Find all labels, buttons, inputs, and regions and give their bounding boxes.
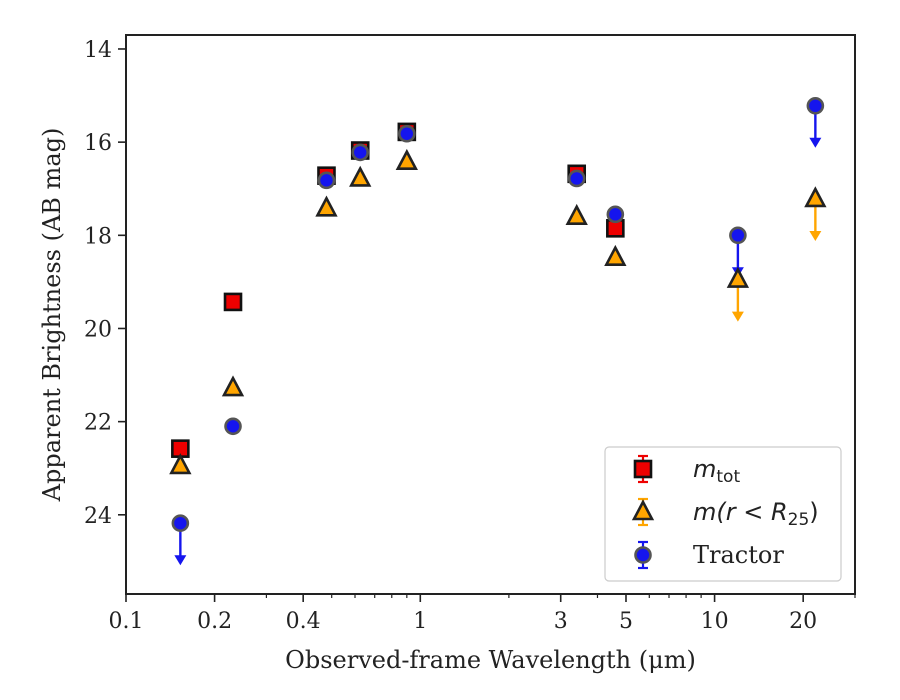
legend-label-close: )	[809, 498, 818, 526]
data-point	[565, 203, 588, 225]
y-tick-label: 14	[84, 38, 112, 63]
series-markers-0	[171, 122, 625, 458]
plot-frame	[125, 34, 856, 595]
series-markers-2	[171, 97, 825, 532]
chart-marks	[169, 97, 827, 566]
x-tick-label: 1	[413, 609, 427, 634]
legend-box	[604, 446, 842, 582]
legend-marker	[631, 499, 655, 521]
x-tick-label: 3	[554, 609, 568, 634]
limit-arrow-head	[809, 137, 822, 148]
x-tick-label: 5	[619, 609, 633, 634]
x-tick-label: 0.2	[197, 609, 232, 634]
data-point	[804, 186, 827, 208]
data-point	[729, 226, 747, 245]
data-point	[169, 453, 192, 475]
limit-arrow-head	[731, 311, 744, 322]
x-axis-label: Observed-frame Wavelength (μm)	[285, 646, 696, 674]
legend-label-subscript: 25	[788, 510, 810, 530]
y-tick-label: 22	[84, 411, 112, 436]
x-tick-label: 20	[789, 609, 817, 634]
y-tick-label: 16	[84, 131, 112, 156]
data-point	[224, 417, 242, 436]
data-point	[315, 195, 338, 217]
x-tick-label: 0.1	[109, 609, 144, 634]
x-tick-label: 0.4	[286, 609, 321, 634]
data-point	[606, 205, 625, 224]
data-point	[726, 266, 750, 288]
data-point	[604, 244, 627, 266]
series-1	[731, 198, 822, 322]
series-markers-1	[169, 148, 827, 475]
legend-marker	[634, 546, 652, 564]
data-point	[223, 292, 243, 312]
legend-entry: Tractor	[634, 540, 784, 570]
y-tick-label: 24	[84, 504, 112, 529]
data-point	[351, 143, 370, 162]
data-point	[221, 375, 245, 397]
data-point	[349, 165, 372, 187]
limit-arrow-head	[174, 555, 187, 566]
legend-label: Tractor	[693, 541, 784, 569]
data-point	[317, 171, 336, 190]
axis-ticks: 0.1 0.2 0.4 1 3 5 10 20 14 16 18 20 22 24	[84, 38, 856, 634]
x-tick-label: 10	[701, 609, 729, 634]
data-point	[398, 124, 416, 143]
legend-marker	[633, 459, 653, 479]
y-axis-label: Apparent Brightness (AB mag)	[38, 128, 66, 503]
data-point	[171, 514, 190, 532]
y-tick-label: 18	[84, 224, 112, 249]
y-tick-label: 20	[84, 317, 112, 342]
data-point	[806, 97, 825, 115]
data-point	[567, 169, 586, 188]
data-point	[395, 148, 418, 171]
legend-label-subscript: tot	[716, 467, 740, 487]
limit-arrow-head	[809, 230, 822, 241]
